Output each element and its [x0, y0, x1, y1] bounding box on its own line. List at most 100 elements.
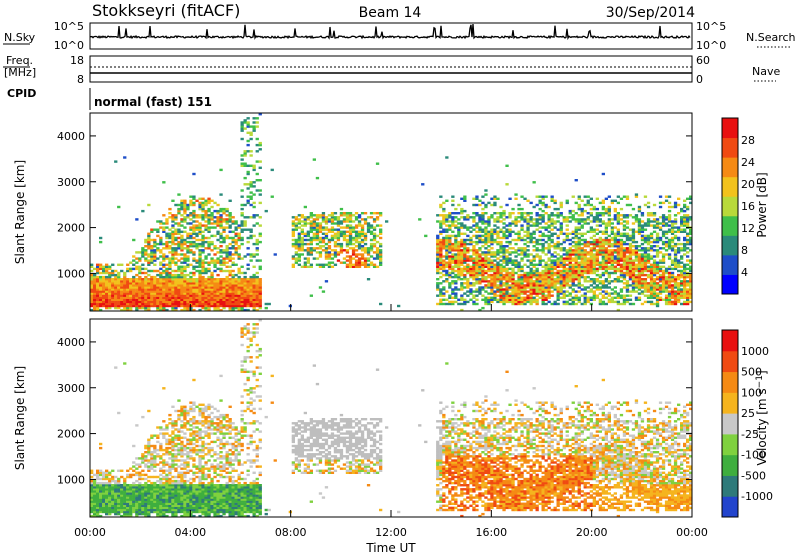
power-cell — [439, 222, 443, 225]
power-cell — [258, 179, 262, 182]
power-cell — [586, 230, 590, 233]
power-cell — [535, 288, 539, 291]
power-cell — [144, 298, 148, 301]
power-cell — [102, 288, 106, 291]
power-cell — [90, 294, 94, 297]
power-cell — [677, 261, 681, 264]
power-cell — [673, 294, 678, 297]
power-cell — [111, 300, 115, 304]
power-cell — [357, 220, 362, 223]
power-cell — [529, 282, 533, 285]
power-cell — [147, 298, 151, 301]
power-cell — [610, 236, 614, 240]
power-cell — [442, 242, 446, 246]
power-cell — [508, 288, 512, 291]
power-cell — [171, 253, 175, 256]
power-cell — [670, 238, 675, 242]
power-cell — [369, 212, 374, 215]
power-cell — [186, 259, 190, 262]
power-cell — [517, 286, 521, 289]
power-cell — [291, 224, 295, 227]
power-cell — [670, 240, 675, 244]
power-cell — [180, 247, 184, 250]
power-cell — [508, 216, 512, 219]
power-cell — [108, 304, 112, 308]
power-cell — [234, 296, 238, 299]
power-cell — [475, 214, 479, 217]
power-cell — [357, 263, 362, 266]
power-cell — [171, 224, 175, 227]
power-cell — [667, 282, 672, 285]
power-cell — [652, 226, 657, 229]
power-cell — [610, 255, 614, 258]
power-cell — [114, 306, 118, 310]
power-cell — [141, 300, 145, 304]
power-cell — [481, 234, 485, 238]
power-cell — [655, 288, 660, 291]
power-cell — [547, 236, 551, 240]
power-cell — [225, 280, 229, 283]
power-cell — [634, 290, 639, 293]
power-cell — [207, 275, 211, 279]
power-cell — [472, 300, 476, 304]
power-cell — [442, 298, 446, 301]
power-cell — [502, 253, 506, 256]
power-cell — [99, 275, 103, 279]
power-cell — [478, 282, 482, 285]
power-cell — [616, 261, 620, 264]
power-cell — [535, 240, 539, 244]
power-cell — [475, 197, 479, 200]
power-cell — [487, 238, 491, 242]
power-cell — [315, 216, 320, 219]
power-cell — [255, 278, 259, 281]
power-cell — [114, 278, 118, 281]
power-cell — [168, 292, 172, 295]
power-cell — [436, 220, 440, 223]
power-cell — [547, 265, 551, 268]
power-cell — [348, 216, 353, 219]
power-cell — [216, 296, 220, 299]
power-cell — [658, 290, 663, 293]
power-cell — [463, 273, 467, 277]
power-cell — [547, 275, 551, 279]
power-cell — [547, 267, 551, 271]
power-cell — [213, 245, 217, 248]
power-cell — [460, 267, 464, 271]
power-cell — [150, 257, 154, 260]
power-cell — [120, 304, 124, 308]
power-cell — [532, 259, 536, 262]
power-cell — [502, 255, 506, 258]
power-cell — [502, 282, 506, 285]
power-cell — [436, 238, 440, 242]
power-cell — [204, 228, 208, 231]
power-cell — [93, 267, 97, 271]
power-cell — [93, 306, 97, 310]
power-cell — [562, 273, 566, 277]
power-cell — [499, 242, 503, 246]
power-cell — [680, 288, 684, 291]
power-cell — [658, 259, 663, 262]
power-cell — [577, 249, 581, 252]
power-cell — [607, 259, 611, 262]
power-cell — [634, 230, 639, 233]
power-cell — [502, 278, 506, 281]
power-cell — [198, 251, 202, 254]
power-cell — [541, 302, 545, 306]
power-cell — [156, 284, 160, 287]
power-cell — [324, 218, 329, 221]
power-cell — [538, 195, 542, 198]
power-cell — [198, 224, 202, 227]
power-cell — [147, 236, 151, 240]
power-cell — [189, 222, 193, 225]
power-cell — [481, 306, 485, 310]
power-cell — [249, 236, 253, 240]
power-cell — [228, 199, 232, 202]
power-cell — [333, 249, 338, 252]
power-cell — [192, 282, 196, 285]
power-cell — [339, 245, 344, 248]
power-cell — [213, 259, 217, 262]
power-cell — [493, 284, 497, 287]
power-cell — [216, 294, 220, 297]
power-cell — [177, 288, 181, 291]
power-cell — [228, 308, 232, 312]
